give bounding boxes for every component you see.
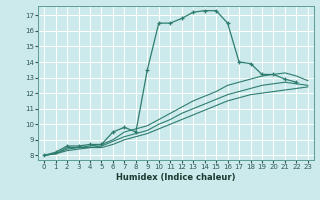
X-axis label: Humidex (Indice chaleur): Humidex (Indice chaleur) [116,173,236,182]
